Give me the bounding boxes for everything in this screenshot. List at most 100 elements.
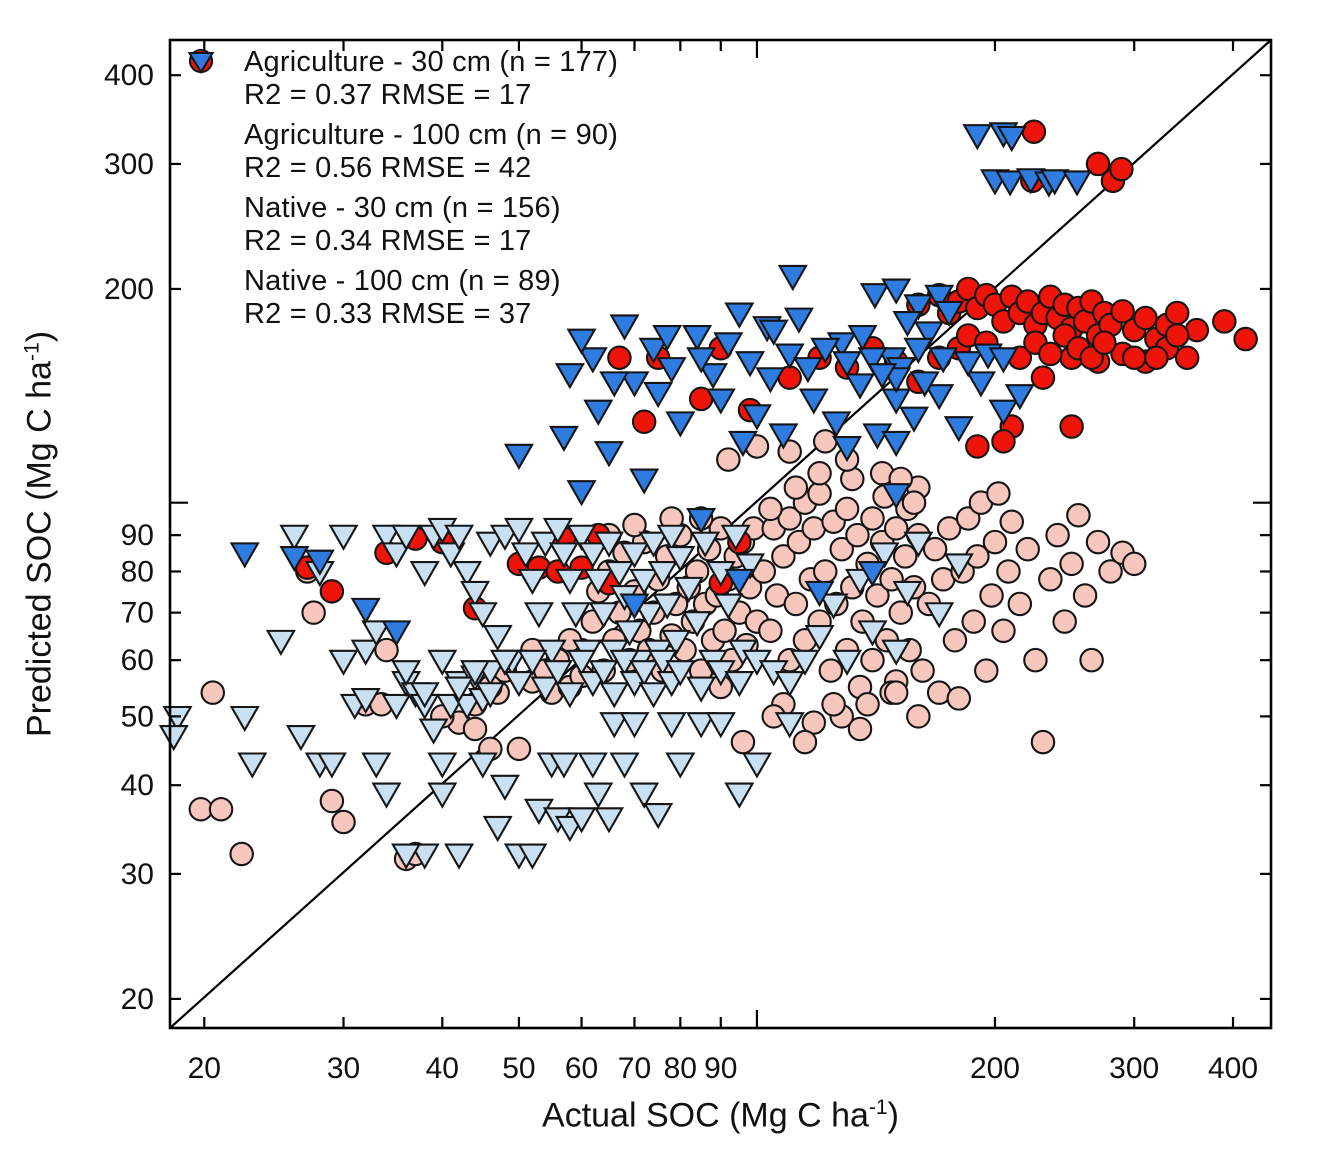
x-axis-title: Actual SOC (Mg C ha-1) (170, 1096, 1271, 1135)
data-point (607, 345, 632, 370)
data-point (783, 591, 809, 617)
y-tick-label: 20 (121, 983, 154, 1016)
y-tick-label: 300 (104, 148, 154, 181)
data-point (629, 568, 660, 595)
data-point (883, 680, 909, 705)
x-tick-label: 70 (618, 1052, 651, 1085)
data-point (279, 524, 310, 551)
blue-triangle-marker-icon (186, 52, 222, 298)
data-point (475, 531, 506, 558)
data-point (328, 649, 359, 676)
data-point (789, 649, 820, 676)
legend: Agriculture - 30 cm (n = 177) R2 = 0.37 … (186, 46, 618, 338)
data-point (774, 343, 805, 370)
data-point (716, 447, 741, 472)
data-point (881, 483, 912, 510)
y-tick-label: 400 (104, 59, 154, 92)
data-point (1121, 551, 1147, 577)
data-point (475, 682, 506, 709)
data-point (771, 544, 796, 569)
data-point (548, 752, 579, 779)
x-tick-label: 40 (426, 1052, 459, 1085)
data-point (452, 693, 483, 721)
x-axis-title-text: Actual SOC (Mg C ha (542, 1096, 869, 1135)
data-point (554, 682, 585, 709)
data-point (371, 524, 402, 551)
data-point (804, 580, 835, 608)
data-point (810, 337, 841, 364)
data-point (867, 363, 898, 390)
data-point (599, 712, 630, 739)
data-point (1038, 567, 1063, 592)
data-point (467, 602, 498, 629)
data-point (903, 337, 934, 364)
data-point (943, 553, 974, 580)
data-point (924, 602, 955, 629)
data-point (200, 680, 226, 705)
y-axis-title-text: Predicted SOC (Mg C ha (20, 361, 59, 738)
data-point (583, 399, 614, 426)
data-point (724, 568, 755, 595)
data-point (690, 531, 721, 558)
data-point (503, 443, 534, 470)
data-point (974, 658, 999, 683)
data-point (554, 568, 585, 595)
legend-series-name: Native - 30 cm (n = 156) (244, 192, 561, 224)
data-point (638, 337, 669, 364)
data-point (609, 314, 640, 341)
data-point (638, 531, 669, 558)
legend-item-ag30: Agriculture - 30 cm (n = 177) R2 = 0.37 … (186, 46, 618, 112)
data-point (735, 351, 766, 378)
x-tick-label: 60 (565, 1052, 598, 1085)
data-point (928, 347, 959, 374)
y-tick-label: 70 (121, 597, 154, 630)
data-point (818, 593, 849, 620)
data-point (503, 670, 534, 698)
data-point (845, 522, 870, 548)
data-point (777, 506, 802, 531)
data-point (542, 660, 573, 687)
data-point (619, 371, 650, 398)
data-point (1164, 323, 1190, 348)
data-point (409, 843, 440, 870)
data-point (631, 409, 657, 435)
x-tick-label: 80 (664, 1052, 697, 1085)
data-point (995, 170, 1026, 197)
data-point (361, 752, 392, 779)
data-point (686, 712, 717, 739)
data-point (647, 561, 678, 588)
data-point (560, 602, 591, 629)
data-point (548, 425, 579, 453)
legend-series-stats: R2 = 0.37 RMSE = 17 (244, 79, 532, 111)
data-point (577, 752, 608, 779)
data-point (391, 660, 422, 687)
data-point (859, 283, 890, 310)
data-point (409, 561, 440, 588)
y-tick-label: 200 (104, 273, 154, 306)
data-point (517, 843, 548, 870)
data-point (1062, 170, 1093, 197)
data-point (599, 682, 630, 709)
data-point (812, 559, 838, 584)
data-point (619, 712, 650, 739)
data-point (804, 625, 835, 652)
data-point (847, 716, 873, 742)
data-point (452, 561, 483, 588)
data-point (566, 480, 597, 507)
data-point (208, 796, 234, 822)
data-point (807, 461, 832, 486)
data-point (901, 490, 927, 515)
data-point (633, 602, 664, 629)
data-point (924, 284, 955, 311)
data-point (619, 542, 650, 569)
data-point (1098, 559, 1123, 584)
data-point (1059, 551, 1084, 577)
data-point (588, 602, 619, 629)
data-point (673, 576, 704, 603)
data-point (922, 536, 948, 562)
data-point (713, 593, 744, 620)
data-point (530, 676, 561, 703)
data-point (517, 568, 548, 595)
data-point (1023, 647, 1048, 673)
